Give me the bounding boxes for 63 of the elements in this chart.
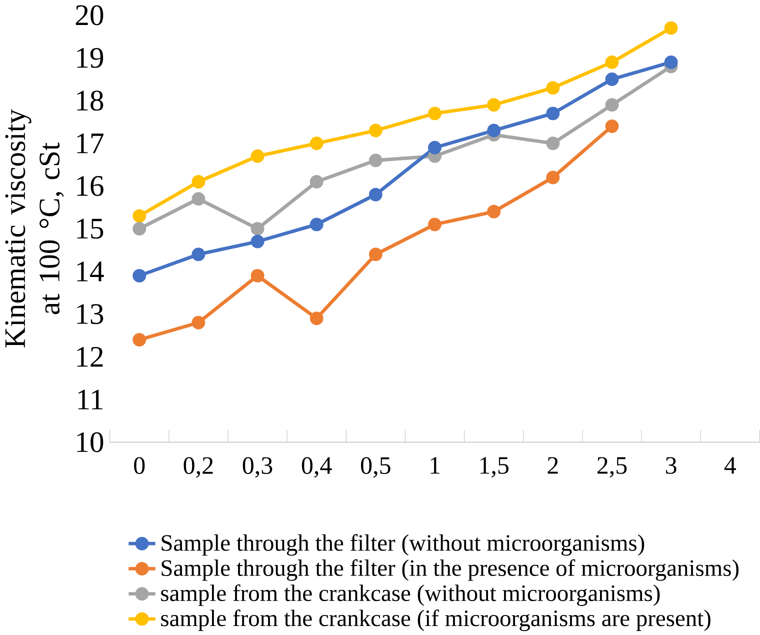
point: [310, 136, 324, 150]
x-tick-label: 1: [430, 457, 440, 474]
point: [250, 234, 264, 248]
y-tick-label: 16: [77, 176, 104, 196]
point: [310, 175, 324, 189]
y-tick-label: 12: [77, 347, 103, 367]
x-tick-label: 2,5: [597, 457, 627, 478]
point: [605, 120, 619, 134]
point: [132, 269, 146, 283]
legend-label: Sample through the filter (in the presence of microorganisms): [162, 559, 739, 582]
point: [605, 56, 619, 70]
legend-label: sample from the crankcase (without microorganisms): [161, 584, 660, 606]
point: [664, 22, 678, 35]
x-tick-label: 2: [548, 457, 558, 474]
point: [605, 72, 619, 86]
x-tick-label: 1,5: [480, 457, 508, 478]
y-tick-label: 20: [76, 5, 104, 26]
y-tick-label: 19: [77, 48, 104, 68]
x-tick-label: 0,2: [184, 457, 213, 478]
point: [368, 124, 382, 138]
y-axis-title: Kinematic viscosity at 100 °C, cSt: [5, 109, 64, 348]
legend-label: sample from the crankcase (if microorganisms are present): [161, 610, 710, 632]
y-tick-label: 11: [78, 390, 103, 410]
point: [546, 106, 560, 120]
point: [250, 150, 264, 164]
point: [192, 192, 206, 206]
point: [368, 248, 382, 262]
point: [192, 316, 206, 330]
x-tick-label: 0: [134, 457, 145, 474]
point: [250, 269, 264, 283]
y-tick-label: 17: [77, 134, 104, 154]
y-tick-label: 13: [77, 304, 104, 324]
point: [132, 222, 146, 236]
point: [487, 98, 501, 112]
point: [310, 218, 324, 232]
x-tick-label: 3: [666, 457, 676, 474]
x-tick-label: 0,5: [361, 457, 390, 478]
x-tick-label: 0,4: [302, 457, 332, 478]
point: [546, 136, 560, 150]
point: [487, 124, 501, 138]
point: [487, 205, 501, 219]
point: [192, 248, 206, 262]
point: [368, 188, 382, 202]
point: [250, 222, 264, 236]
point: [664, 56, 678, 70]
x-tick-label: 0,3: [242, 457, 272, 478]
point: [428, 218, 442, 232]
point: [132, 333, 146, 347]
point: [310, 312, 324, 326]
y-tick-label: 18: [77, 90, 104, 111]
point: [605, 98, 619, 112]
legend-label: Sample through the filter (without microorganisms): [162, 534, 644, 556]
y-tick-label: 14: [77, 262, 104, 282]
point: [192, 175, 206, 189]
x-tick-label: 4: [724, 457, 736, 474]
point: [132, 209, 146, 223]
point: [546, 170, 560, 184]
point: [546, 81, 560, 95]
point: [428, 141, 442, 155]
point: [428, 106, 442, 120]
y-tick-label: 10: [77, 432, 104, 452]
point: [368, 154, 382, 168]
y-tick-label: 15: [77, 218, 104, 239]
